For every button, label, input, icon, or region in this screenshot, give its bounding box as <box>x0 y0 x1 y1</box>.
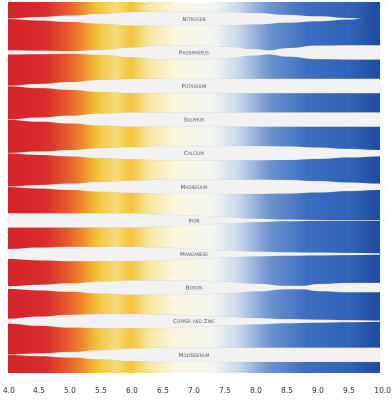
ph-axis: 4.0 4.5 5.0 5.5 6.0 6.5 7.0 7.5 8.0 8.5 9.0 9.5 10.0 <box>3 386 391 395</box>
band-label-molybdenum: Molybdenum <box>179 353 210 359</box>
x-tick-label-6-5: 6.5 <box>157 386 169 395</box>
band-shape-sulphur <box>7 112 381 128</box>
band-shape-molybdenum <box>7 347 381 363</box>
band-magnesium: Magnesium <box>7 179 381 195</box>
band-label-sulphur: Sulphur <box>184 118 205 124</box>
x-tick-label-9-0: 9.0 <box>312 386 324 395</box>
band-label-manganese: Manganese <box>180 252 208 258</box>
band-phosphorus: Phosphorus <box>7 45 381 60</box>
band-shape-boron <box>7 280 381 296</box>
band-label-iron: Iron <box>189 218 200 224</box>
band-shape-phosphorus <box>7 45 381 60</box>
band-label-magnesium: Magnesium <box>180 185 208 191</box>
band-shape-magnesium <box>7 179 381 195</box>
band-label-boron: Boron <box>186 286 202 292</box>
band-label-potassium: Potassium <box>182 84 207 90</box>
band-calcium: Calcium <box>7 145 381 161</box>
band-shape-calcium <box>7 145 381 161</box>
band-sulphur: Sulphur <box>7 112 381 128</box>
x-tick-label-6-0: 6.0 <box>126 386 138 395</box>
band-molybdenum: Molybdenum <box>7 347 381 363</box>
band-label-nitrogen: Nitrogen <box>182 17 205 23</box>
nutrient-bands: Nitrogen Phosphorus Potassium Sulphur Calciu… <box>7 11 381 363</box>
x-tick-label-7-0: 7.0 <box>188 386 200 395</box>
band-manganese: Manganese <box>7 246 381 262</box>
band-potassium: Potassium <box>7 78 381 94</box>
x-tick-label-8-5: 8.5 <box>281 386 293 395</box>
band-shape-manganese <box>7 246 381 262</box>
band-shape-copper-and-zinc <box>7 313 381 329</box>
band-boron: Boron <box>7 280 381 296</box>
band-label-phosphorus: Phosphorus <box>179 50 209 56</box>
band-shape-iron <box>7 212 381 228</box>
x-tick-label-9-5: 9.5 <box>343 386 355 395</box>
band-copper-and-zinc: Copper and Zinc <box>7 313 381 329</box>
band-iron: Iron <box>7 212 381 228</box>
x-tick-label-4-0: 4.0 <box>3 386 15 395</box>
x-tick-label-10-0: 10.0 <box>374 386 391 395</box>
band-shape-potassium <box>7 78 381 94</box>
x-tick-label-8-0: 8.0 <box>250 386 262 395</box>
band-nitrogen: Nitrogen <box>7 11 365 27</box>
x-tick-label-4-5: 4.5 <box>33 386 45 395</box>
band-shape-nitrogen <box>7 11 365 27</box>
x-tick-label-5-5: 5.5 <box>95 386 107 395</box>
band-label-calcium: Calcium <box>184 151 204 157</box>
x-tick-label-5-0: 5.0 <box>64 386 76 395</box>
band-label-copper-and-zinc: Copper and Zinc <box>173 319 215 325</box>
x-tick-label-7-5: 7.5 <box>219 386 231 395</box>
